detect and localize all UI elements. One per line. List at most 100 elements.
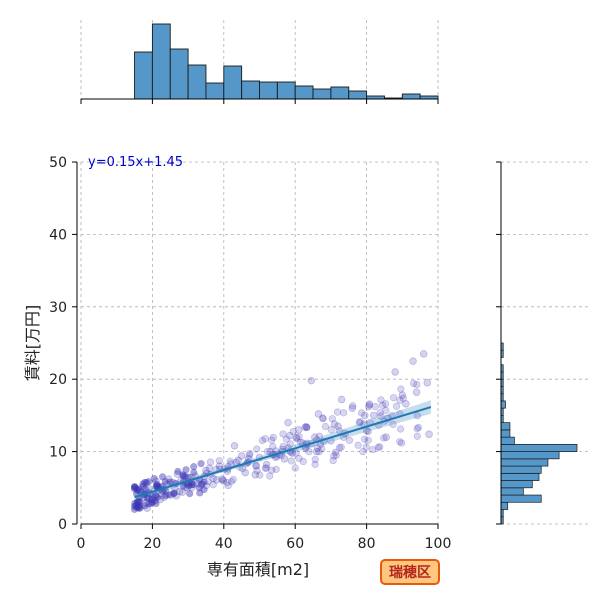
right-hist-bar bbox=[500, 451, 560, 460]
scatter-point bbox=[148, 498, 156, 506]
scatter-points bbox=[130, 350, 433, 513]
scatter-point bbox=[156, 495, 164, 504]
scatter-point bbox=[289, 427, 297, 436]
x-tick-label: 80 bbox=[358, 536, 376, 552]
scatter-point bbox=[263, 447, 272, 456]
scatter-point bbox=[135, 497, 143, 506]
scatter-point bbox=[253, 466, 261, 475]
x-tick-label: 40 bbox=[215, 536, 233, 552]
scatter-point bbox=[409, 379, 418, 388]
scatter-point bbox=[141, 478, 149, 487]
scatter-point bbox=[355, 418, 364, 427]
y-tick-label: 50 bbox=[49, 155, 67, 171]
scatter-point bbox=[396, 396, 404, 404]
scatter-point bbox=[315, 448, 323, 456]
scatter-point bbox=[167, 491, 175, 499]
scatter-point bbox=[311, 455, 319, 464]
scatter-point bbox=[340, 409, 348, 417]
scatter-point bbox=[365, 401, 373, 409]
scatter-point bbox=[147, 499, 156, 507]
y-tick-label: 10 bbox=[49, 445, 67, 461]
scatter-point bbox=[357, 409, 366, 417]
scatter-point bbox=[397, 385, 405, 393]
scatter-point bbox=[398, 391, 406, 399]
scatter-point bbox=[133, 504, 141, 512]
scatter-point bbox=[349, 402, 357, 410]
scatter-point bbox=[181, 483, 189, 491]
top-hist-bar bbox=[348, 90, 368, 100]
scatter-point bbox=[134, 498, 142, 506]
scatter-point bbox=[365, 403, 373, 411]
district-badge: 瑞穂区 bbox=[380, 559, 440, 585]
scatter-point bbox=[182, 466, 190, 474]
scatter-point bbox=[328, 415, 336, 423]
scatter-point bbox=[227, 477, 236, 486]
scatter-point bbox=[295, 432, 303, 441]
scatter-point bbox=[226, 457, 234, 465]
scatter-point bbox=[381, 400, 390, 408]
scatter-point bbox=[266, 472, 274, 480]
scatter-point bbox=[409, 357, 417, 365]
scatter-point bbox=[315, 432, 324, 440]
scatter-point bbox=[143, 504, 151, 512]
scatter-point bbox=[362, 443, 370, 451]
right-hist-bar bbox=[500, 465, 542, 474]
scatter-point bbox=[303, 423, 311, 431]
scatter-point bbox=[134, 499, 142, 507]
scatter-point bbox=[337, 395, 346, 404]
scatter-point bbox=[262, 464, 270, 472]
scatter-point bbox=[335, 444, 344, 452]
scatter-point bbox=[359, 448, 367, 456]
scatter-point bbox=[197, 481, 206, 489]
top-hist-bar bbox=[259, 81, 278, 100]
top-hist-bar bbox=[169, 48, 189, 100]
fit-equation: y=0.15x+1.45 bbox=[88, 155, 183, 170]
scatter-point bbox=[256, 471, 264, 479]
scatter-point bbox=[202, 466, 210, 475]
scatter-point bbox=[268, 466, 276, 474]
scatter-point bbox=[293, 433, 301, 442]
scatter-point bbox=[396, 425, 405, 433]
scatter-point bbox=[420, 350, 428, 358]
scatter-point bbox=[145, 500, 153, 508]
scatter-point bbox=[377, 412, 385, 420]
scatter-point bbox=[284, 418, 292, 427]
right-hist-bar bbox=[500, 422, 511, 431]
scatter-point bbox=[399, 394, 407, 402]
scatter-point bbox=[153, 481, 162, 490]
scatter-point bbox=[361, 411, 369, 420]
right-hist-bar bbox=[500, 501, 509, 510]
scatter-point bbox=[153, 480, 161, 488]
scatter-point bbox=[209, 481, 217, 489]
scatter-point bbox=[370, 411, 378, 420]
scatter-point bbox=[139, 482, 147, 491]
top-hist-bar bbox=[241, 80, 260, 100]
scatter-point bbox=[413, 412, 421, 420]
scatter-point bbox=[269, 442, 277, 451]
scatter-point bbox=[389, 420, 397, 428]
scatter-point bbox=[141, 485, 150, 493]
scatter-point bbox=[165, 491, 173, 499]
scatter-point bbox=[335, 426, 343, 435]
scatter-point bbox=[141, 502, 149, 510]
scatter-point bbox=[286, 431, 294, 440]
top-hist-bar bbox=[223, 65, 243, 100]
scatter-point bbox=[215, 457, 223, 465]
scatter-point bbox=[161, 477, 169, 486]
scatter-point bbox=[224, 481, 232, 490]
scatter-point bbox=[258, 436, 266, 445]
y-tick-label: 40 bbox=[49, 227, 67, 243]
scatter-point bbox=[198, 480, 206, 488]
scatter-point bbox=[425, 430, 433, 438]
top-hist-bar bbox=[151, 23, 171, 100]
scatter-point bbox=[301, 423, 309, 431]
scatter-point bbox=[327, 426, 335, 434]
top-hist-bar bbox=[134, 51, 153, 100]
scatter-point bbox=[219, 476, 227, 484]
scatter-point bbox=[292, 434, 300, 443]
scatter-point bbox=[204, 478, 212, 486]
scatter-point bbox=[234, 456, 242, 464]
x-tick-label: 60 bbox=[286, 536, 304, 552]
scatter-point bbox=[157, 491, 166, 499]
scatter-point bbox=[175, 487, 184, 496]
